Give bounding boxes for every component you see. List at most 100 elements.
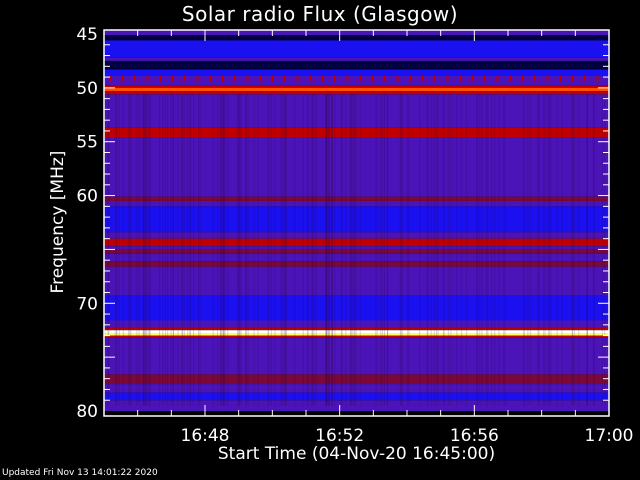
burst-spike <box>221 76 224 83</box>
burst-spike <box>321 76 324 83</box>
noise-streak <box>223 94 225 406</box>
spectrum-band <box>104 200 609 207</box>
burst-spike <box>284 76 286 83</box>
noise-streak <box>253 94 255 406</box>
noise-streak <box>427 94 429 406</box>
spectrum-band <box>104 295 609 321</box>
burst-spike <box>496 76 499 83</box>
spectrum-band <box>104 320 609 329</box>
spectrum-band <box>104 335 609 338</box>
burst-spike <box>596 76 599 83</box>
noise-streak <box>331 94 333 406</box>
noise-streak <box>503 94 505 406</box>
noise-streak <box>187 94 189 406</box>
noise-streak <box>183 94 185 406</box>
burst-spike <box>196 76 199 83</box>
noise-streak <box>116 94 118 406</box>
noise-streak <box>220 94 222 406</box>
burst-spike <box>309 76 311 83</box>
noise-streak <box>270 94 272 406</box>
chart-title: Solar radio Flux (Glasgow) <box>181 2 459 26</box>
noise-streak <box>257 94 259 406</box>
y-tick-label: 80 <box>76 402 98 422</box>
spectrum-band <box>104 85 609 88</box>
y-axis-label: Frequency [MHz] <box>48 150 68 294</box>
noise-streak <box>294 94 296 406</box>
burst-spike <box>184 76 186 83</box>
y-tick-label: 45 <box>76 25 98 45</box>
noise-streak <box>114 94 116 406</box>
noise-streak <box>239 94 241 406</box>
burst-spike <box>509 76 511 83</box>
noise-streak <box>325 94 327 406</box>
noise-streak <box>312 94 314 406</box>
noise-streak <box>399 94 401 406</box>
noise-streak <box>354 94 356 406</box>
spectrum-band <box>104 60 609 70</box>
noise-streak <box>350 94 352 406</box>
noise-streak <box>172 94 174 406</box>
noise-streak <box>334 94 336 406</box>
noise-streak <box>192 94 194 406</box>
noise-streak <box>466 94 468 406</box>
noise-streak <box>586 94 588 406</box>
noise-streak <box>380 94 382 406</box>
burst-spike <box>534 76 536 83</box>
noise-streak <box>384 94 386 406</box>
noise-streak <box>138 94 140 406</box>
noise-streak <box>116 94 118 406</box>
spectrum-band <box>104 246 609 250</box>
noise-streak <box>227 94 229 406</box>
noise-streak <box>433 94 435 406</box>
noise-streak <box>224 94 226 406</box>
burst-spike <box>484 76 486 83</box>
noise-streak <box>355 94 357 406</box>
noise-streak <box>487 94 489 406</box>
noise-streak <box>340 94 342 406</box>
noise-streak <box>245 94 247 406</box>
spectrum-band <box>104 196 609 201</box>
spectrum-band <box>104 206 609 233</box>
noise-streak <box>381 94 383 406</box>
y-tick-label: 50 <box>76 79 98 99</box>
noise-streak <box>578 94 580 406</box>
noise-streak <box>408 94 410 406</box>
noise-streak <box>325 94 327 406</box>
spectrum-band <box>104 238 609 247</box>
noise-streak <box>170 94 172 406</box>
noise-streak <box>328 94 330 406</box>
burst-spike <box>146 76 149 83</box>
noise-streak <box>325 94 327 406</box>
spectrum-band <box>104 69 609 77</box>
noise-streak <box>419 94 421 406</box>
spectrum-band <box>104 337 609 375</box>
burst-spike <box>234 76 236 83</box>
noise-streak <box>181 94 183 406</box>
noise-streak <box>436 94 438 406</box>
spectrum-band <box>104 249 609 254</box>
noise-streak <box>476 94 478 406</box>
noise-streak <box>504 94 506 406</box>
spectrum-band <box>104 35 609 41</box>
burst-spike <box>559 76 561 83</box>
noise-streak <box>547 94 549 406</box>
updated-timestamp: Updated Fri Nov 13 14:01:22 2020 <box>2 468 158 478</box>
noise-streak <box>326 94 328 406</box>
noise-streak <box>281 94 283 406</box>
noise-streak <box>306 94 308 406</box>
burst-spike <box>296 76 299 83</box>
burst-spike <box>471 76 474 83</box>
noise-streak <box>149 94 151 406</box>
x-tick-label: 16:48 <box>181 426 230 446</box>
noise-streak <box>485 94 487 406</box>
noise-streak <box>331 94 333 406</box>
burst-spike <box>271 76 274 83</box>
x-tick-label: 16:56 <box>450 426 499 446</box>
plot-frame <box>103 29 610 417</box>
noise-streak <box>104 94 106 406</box>
noise-streak <box>177 94 179 406</box>
noise-streak <box>529 94 531 406</box>
noise-streak <box>556 94 558 406</box>
noise-streak <box>268 94 270 406</box>
